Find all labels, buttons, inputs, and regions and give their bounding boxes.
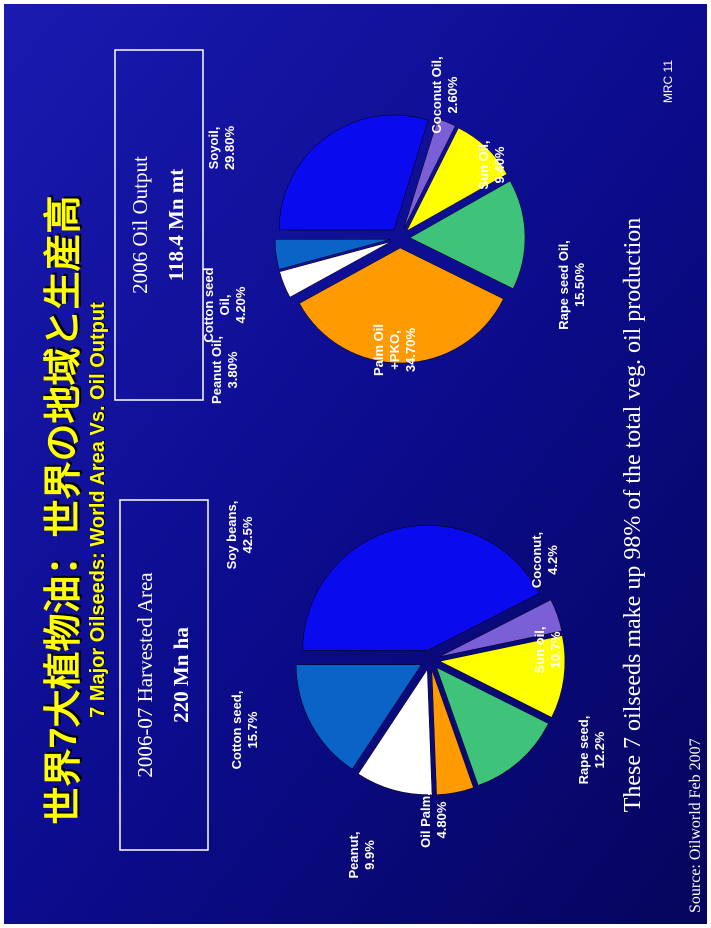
slice-label: Soy beans, 42.5% xyxy=(204,490,276,580)
slice-label-body: Soyoil, 29.80% xyxy=(206,126,238,170)
pie-slice xyxy=(302,525,540,651)
slice-name: Cotton seed, xyxy=(229,690,244,770)
slice-name: Soy beans, xyxy=(224,500,239,570)
slice-value: 34.70% xyxy=(403,327,418,373)
slice-label-body: Sun Oil, 9.40% xyxy=(476,140,508,189)
slide-number: MRC 11 xyxy=(661,60,675,103)
slice-label-body: Oil Palm, 4.80% xyxy=(418,792,450,848)
slice-name: Cotton seed Oil, xyxy=(201,267,232,343)
slice-label-text: Cotton seed Oil, 4.20% xyxy=(189,260,261,350)
slice-name: Sun oil, xyxy=(532,626,547,674)
slice-label: Sun oil, 10.7% xyxy=(512,605,584,695)
slice-name: Oil Palm, xyxy=(418,792,433,848)
slice-name: Peanut, xyxy=(346,831,361,879)
chart-title-box xyxy=(114,49,204,401)
slice-label: Sun Oil, 9.40% xyxy=(456,120,528,210)
chart-title: 2006 Oil Output xyxy=(128,156,152,294)
footnote: These 7 oilseeds make up 98% of the tota… xyxy=(620,218,646,813)
slice-name: Rape seed Oil, xyxy=(556,240,571,330)
chart-subtitle: 118.4 Mn mt xyxy=(164,169,188,282)
pie-slice xyxy=(406,127,508,232)
slice-label: Cotton seed Oil, 4.20% xyxy=(189,260,261,350)
pie-slice xyxy=(403,118,456,229)
slice-value: 4.2% xyxy=(545,545,560,575)
slice-label-text: Coconut, 4.2% xyxy=(509,515,581,605)
slice-label-text: Cotton seed, 15.7% xyxy=(209,685,281,775)
slice-label-body: Rape seed Oil, 15.50% xyxy=(556,240,588,330)
slice-label-text: Soyoil, 29.80% xyxy=(186,103,258,193)
slice-label: Palm Oil +PKO, 34.70% xyxy=(359,305,431,395)
slice-label-body: Rape seed, 12.2% xyxy=(576,716,608,785)
slice-label-text: Palm Oil +PKO, 34.70% xyxy=(359,305,431,395)
slice-label-body: Palm Oil +PKO, 34.70% xyxy=(371,305,419,395)
pie-slice xyxy=(431,669,474,795)
slice-label-body: Coconut, 4.2% xyxy=(529,532,561,588)
slice-name: Coconut Oil, xyxy=(429,56,444,134)
slice-label-body: Soy beans, 42.5% xyxy=(224,501,256,570)
slice-value: 15.7% xyxy=(245,711,260,749)
slice-label-text: Sun Oil, 9.40% xyxy=(456,120,528,210)
chart-title: 2006-07 Harvested Area xyxy=(133,572,157,778)
slice-label: Rape seed, 12.2% xyxy=(556,705,628,795)
slide-title: 世界7大植物油：世界の地域と生産高 xyxy=(43,195,85,824)
pie-slice xyxy=(295,664,422,770)
slice-value: 42.5% xyxy=(240,516,255,554)
slice-label: Cotton seed, 15.7% xyxy=(209,685,281,775)
pie-slice xyxy=(357,668,433,795)
pie-slice xyxy=(274,239,391,270)
slice-label-text: Rape seed, 12.2% xyxy=(556,705,628,795)
slice-value: 9.9% xyxy=(362,840,377,870)
slice-label-body: Sun oil, 10.7% xyxy=(532,627,564,674)
pie-slice xyxy=(278,114,429,231)
source: Source: Oilworld Feb 2007 xyxy=(687,738,704,913)
slice-value: 10.7% xyxy=(548,631,563,669)
pie-slice xyxy=(439,635,566,718)
chart-subtitle: 220 Mn ha xyxy=(169,627,193,723)
slice-label-text: Rape seed Oil, 15.50% xyxy=(536,240,608,330)
slice-label-body: Cotton seed, 15.7% xyxy=(229,691,261,770)
slice-label-text: Peanut, 9.9% xyxy=(326,810,398,900)
slice-label: Oil Palm, 4.80% xyxy=(398,775,470,865)
pie-slice xyxy=(299,247,504,364)
slice-name: Rape seed, xyxy=(576,715,591,785)
slice-value: 4.80% xyxy=(434,801,449,839)
slice-value: 12.2% xyxy=(592,731,607,769)
slice-value: 4.20% xyxy=(233,286,248,324)
slice-label: Coconut, 4.2% xyxy=(509,515,581,605)
slice-value: 9.40% xyxy=(492,146,507,184)
slide-content: 世界7大植物油：世界の地域と生産高 7 Major Oilseeds: Worl… xyxy=(43,49,704,913)
slice-name: Sun Oil, xyxy=(476,140,491,190)
pie-slice xyxy=(279,241,391,298)
slice-name: Soyoil, xyxy=(206,126,221,170)
pie-slice xyxy=(439,599,563,657)
chart-title-box xyxy=(119,499,209,851)
slice-label-body: Peanut, 9.9% xyxy=(346,832,378,879)
slide-subtitle: 7 Major Oilseeds: World Area Vs. Oil Out… xyxy=(87,302,109,718)
slice-label: Rape seed Oil, 15.50% xyxy=(536,240,608,330)
slice-label: Peanut, 9.9% xyxy=(326,810,398,900)
slice-label-text: Oil Palm, 4.80% xyxy=(398,775,470,865)
slice-label-body: Cotton seed Oil, 4.20% xyxy=(201,260,249,350)
slice-label-text: Soy beans, 42.5% xyxy=(204,490,276,580)
slice-name: Coconut, xyxy=(529,531,544,589)
slice-name: Palm Oil +PKO, xyxy=(371,323,402,377)
slice-label-text: Sun oil, 10.7% xyxy=(512,605,584,695)
pie-slice xyxy=(436,666,549,786)
slice-label: Soyoil, 29.80% xyxy=(186,103,258,193)
pie-slice xyxy=(409,180,526,289)
slice-value: 15.50% xyxy=(572,262,587,308)
slice-value: 29.80% xyxy=(222,125,237,171)
